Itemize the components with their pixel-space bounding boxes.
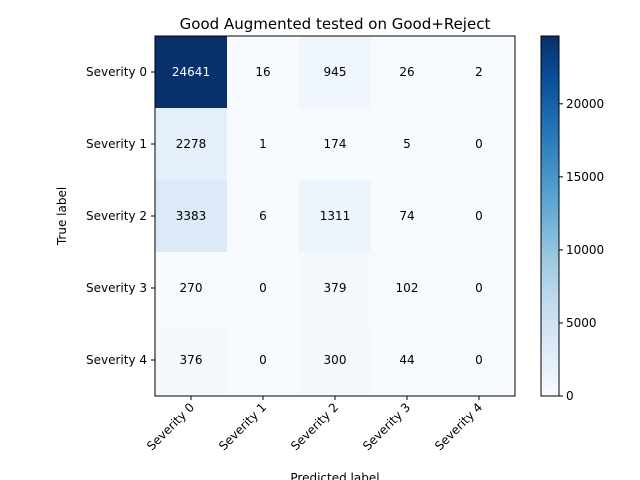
y-axis-label: True label [55,187,69,246]
heatmap-cell [371,36,443,108]
heatmap-cell [299,252,371,324]
cell-value-label: 102 [396,281,419,295]
y-tick-label: Severity 3 [86,281,147,295]
heatmap-cell [371,180,443,252]
cell-value-label: 174 [324,137,347,151]
colorbar-ticks: 0 5000 10000 15000 20000 [559,97,604,403]
cell-value-label: 0 [475,137,483,151]
cell-value-label: 0 [259,353,267,367]
cell-value-label: 1 [259,137,267,151]
colorbar-tick-label: 15000 [566,170,604,184]
cell-value-label: 300 [324,353,347,367]
cell-value-label: 16 [255,65,270,79]
heatmap-cells: 24641 16 945 26 2 2278 1 174 5 0 3383 6 1311 74 0 270 0 3… [155,36,515,396]
cell-value-label: 0 [475,353,483,367]
heatmap-cell [299,108,371,180]
heatmap-cell [371,252,443,324]
cell-value-label: 44 [399,353,414,367]
heatmap-cell [299,36,371,108]
y-tick-label: Severity 1 [86,137,147,151]
heatmap-cell [155,36,227,108]
y-axis-ticks: Severity 0 Severity 1 Severity 2 Severity 3… [86,65,155,367]
heatmap-cell [371,108,443,180]
x-axis-ticks: Severity 0 Severity 1 Severity 2 Severity 3… [144,396,485,453]
colorbar-tick-label: 20000 [566,97,604,111]
cell-value-label: 3383 [176,209,207,223]
colorbar-tick-label: 5000 [566,316,597,330]
colorbar [540,35,560,397]
cell-value-label: 0 [475,209,483,223]
x-axis-label: Predicted label [290,471,379,480]
cell-value-label: 26 [399,65,414,79]
cell-value-label: 1311 [320,209,351,223]
cell-value-label: 945 [324,65,347,79]
heatmap-cell [155,252,227,324]
cell-value-label: 376 [180,353,203,367]
chart-title: Good Augmented tested on Good+Reject [180,15,491,33]
x-tick-label: Severity 2 [288,400,341,453]
heatmap-cell [299,180,371,252]
cell-value-label: 6 [259,209,267,223]
heatmap-cell [371,324,443,396]
cell-value-label: 0 [475,281,483,295]
heatmap-cell [299,324,371,396]
cell-value-label: 2 [475,65,483,79]
cell-value-label: 0 [259,281,267,295]
cell-value-label: 24641 [172,65,210,79]
colorbar-tick-label: 10000 [566,243,604,257]
heatmap-cell [443,252,515,324]
heatmap-cell [227,108,299,180]
heatmap-cell [443,324,515,396]
cell-value-label: 270 [180,281,203,295]
heatmap-cell [227,36,299,108]
x-tick-label: Severity 3 [360,400,413,453]
x-tick-label: Severity 0 [144,400,197,453]
heatmap-cell [443,180,515,252]
y-tick-label: Severity 4 [86,353,147,367]
heatmap-cell [227,252,299,324]
cell-value-label: 5 [403,137,411,151]
x-tick-label: Severity 1 [216,400,269,453]
cell-value-label: 379 [324,281,347,295]
heatmap-cell [227,324,299,396]
heatmap-cell [227,180,299,252]
x-tick-label: Severity 4 [432,400,485,453]
heatmap-cell [155,324,227,396]
cell-value-label: 2278 [176,137,207,151]
heatmap-cell [155,108,227,180]
heatmap-cell [443,36,515,108]
heatmap-cell [155,180,227,252]
cell-value-label: 74 [399,209,414,223]
heatmap-cell [443,108,515,180]
y-tick-label: Severity 2 [86,209,147,223]
colorbar-tick-label: 0 [566,389,574,403]
y-tick-label: Severity 0 [86,65,147,79]
